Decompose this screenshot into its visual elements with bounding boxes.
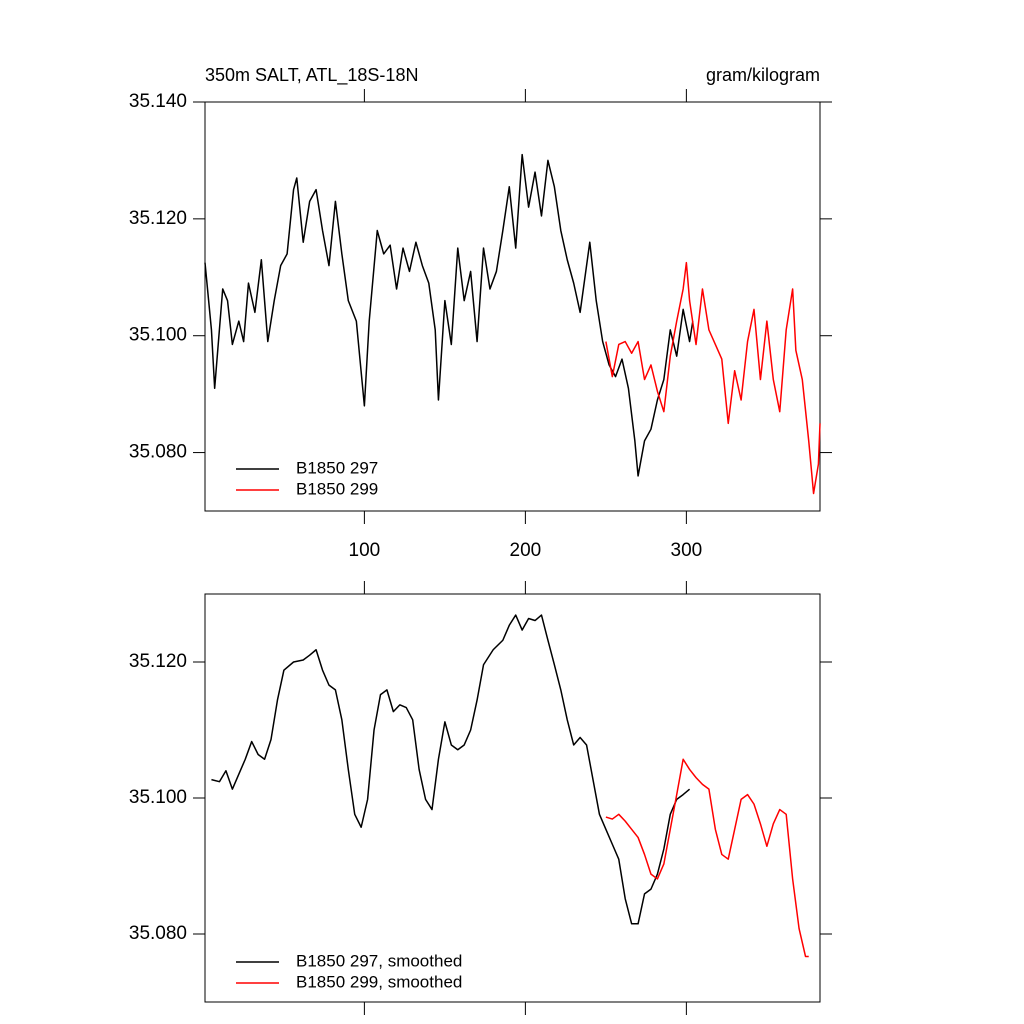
data-line (204, 153, 694, 477)
plot-frame (204, 101, 821, 512)
y-tick-label: 35.080 (129, 442, 187, 463)
data-line (211, 614, 691, 925)
data-line (605, 758, 809, 958)
legend-label: B1850 297, smoothed (296, 951, 462, 970)
y-tick-label: 35.080 (129, 923, 187, 944)
y-tick-label: 35.120 (129, 208, 187, 229)
x-tick-label: 200 (510, 540, 542, 561)
y-tick-label: 35.100 (129, 787, 187, 808)
x-tick-label: 300 (671, 540, 703, 561)
legend-label: B1850 299, smoothed (296, 972, 462, 991)
y-tick-label: 35.100 (129, 325, 187, 346)
x-tick-label: 100 (349, 540, 381, 561)
units-label: gram/kilogram (706, 65, 820, 85)
y-tick-label: 35.120 (129, 651, 187, 672)
legend-label: B1850 297 (296, 458, 378, 477)
y-tick-label: 35.140 (129, 91, 187, 112)
chart-title: 350m SALT, ATL_18S-18N (205, 65, 418, 86)
plot-frame (204, 593, 821, 1003)
legend-label: B1850 299 (296, 479, 378, 498)
data-line (605, 261, 821, 495)
